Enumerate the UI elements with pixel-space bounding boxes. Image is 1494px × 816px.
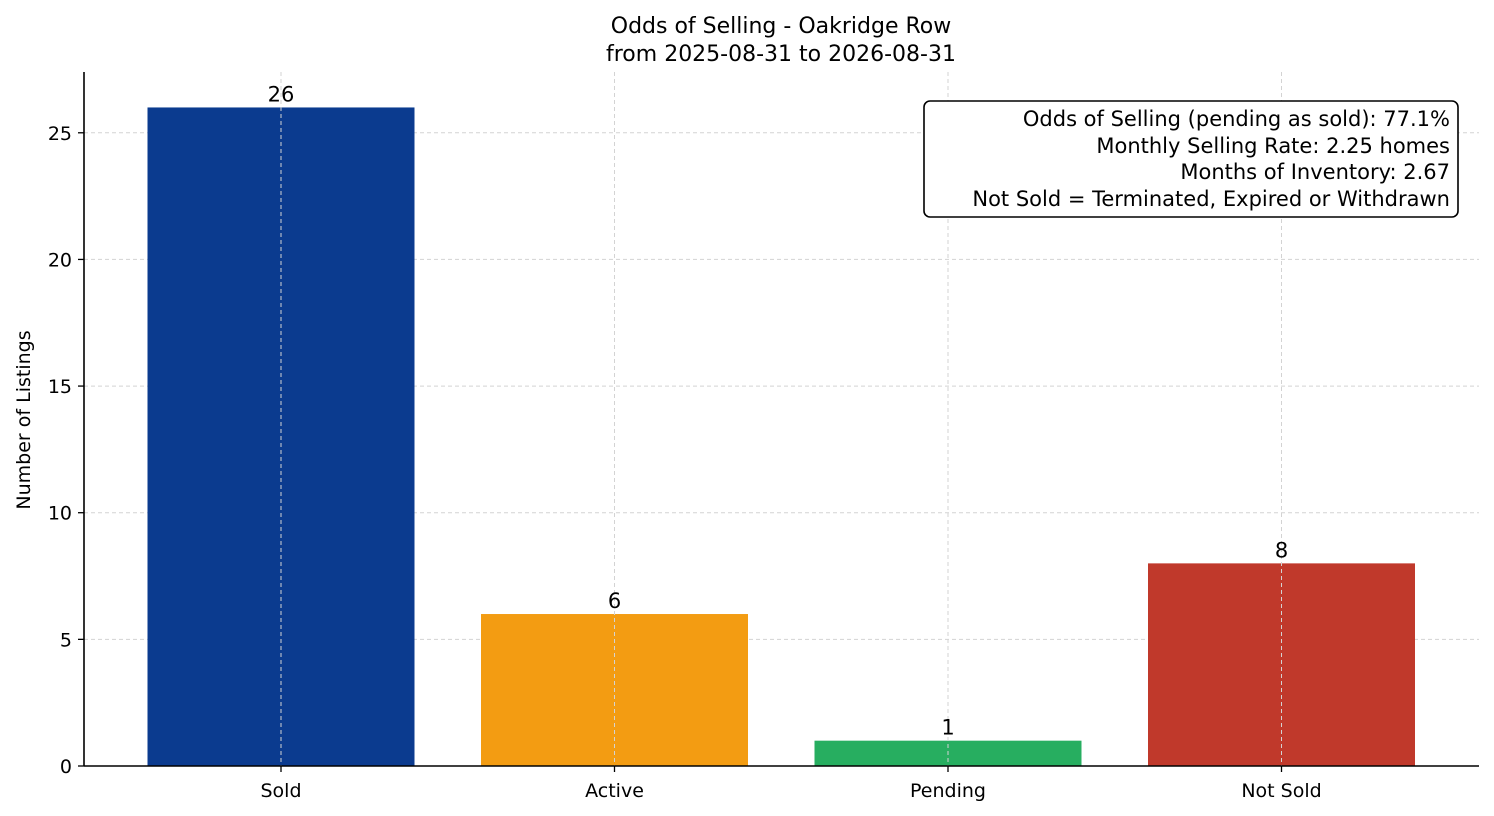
x-tick-label: Pending bbox=[910, 780, 986, 802]
y-tick-label: 15 bbox=[48, 376, 72, 398]
x-tick-label: Sold bbox=[260, 780, 301, 802]
data-label: 26 bbox=[268, 82, 295, 106]
info-box-frame bbox=[923, 100, 1459, 218]
x-tick-label: Active bbox=[585, 780, 644, 802]
y-axis-label: Number of Listings bbox=[13, 330, 35, 509]
y-tick-label: 10 bbox=[48, 503, 72, 525]
y-tick-label: 5 bbox=[60, 629, 72, 651]
y-tick-label: 20 bbox=[48, 249, 72, 271]
data-label: 6 bbox=[608, 589, 621, 613]
chart-title: Odds of Selling - Oakridge Row bbox=[611, 14, 951, 39]
chart-subtitle: from 2025-08-31 to 2026-08-31 bbox=[606, 42, 956, 67]
y-axis-ticks: 0 5 10 15 20 25 bbox=[48, 123, 84, 778]
x-tick-label: Not Sold bbox=[1241, 780, 1321, 802]
info-line-rate: Monthly Selling Rate: 2.25 homes bbox=[1096, 134, 1450, 158]
data-labels: 26 6 1 8 bbox=[268, 82, 1289, 739]
data-label: 8 bbox=[1275, 538, 1288, 562]
info-line-inventory: Months of Inventory: 2.67 bbox=[1180, 160, 1450, 184]
info-box: Odds of Selling (pending as sold): 77.1%… bbox=[923, 100, 1459, 218]
y-tick-label: 0 bbox=[60, 756, 72, 778]
y-tick-label: 25 bbox=[48, 123, 72, 145]
info-line-odds: Odds of Selling (pending as sold): 77.1% bbox=[1023, 107, 1450, 131]
data-label: 1 bbox=[941, 716, 954, 740]
info-line-note: Not Sold = Terminated, Expired or Withdr… bbox=[972, 187, 1450, 211]
x-axis-ticks: Sold Active Pending Not Sold bbox=[260, 766, 1322, 802]
